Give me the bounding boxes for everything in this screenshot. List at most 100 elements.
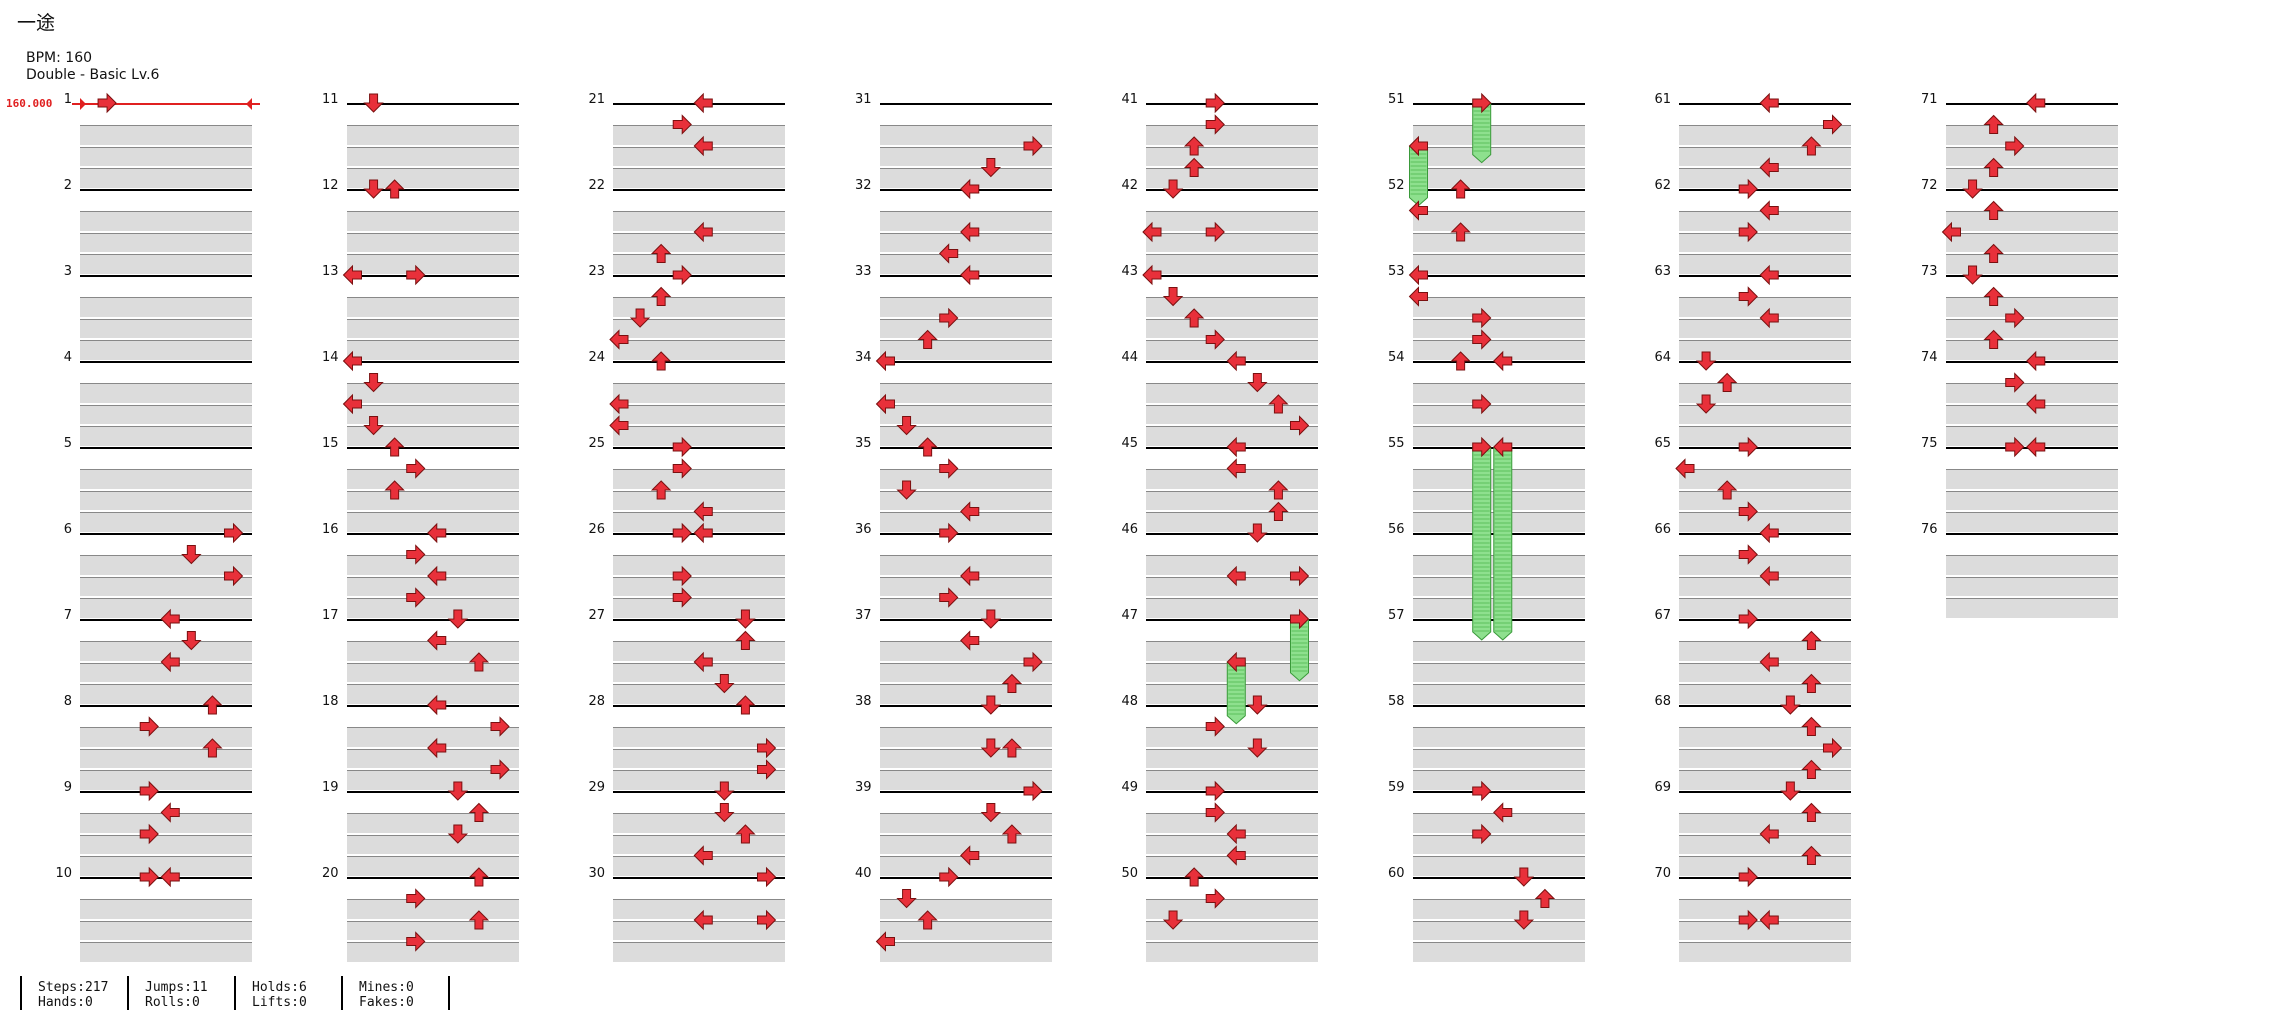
- arrow-right-icon: [1205, 329, 1225, 350]
- measure-number: 24: [588, 350, 605, 365]
- stat-fakes: Fakes:0: [359, 995, 414, 1010]
- measure-line: [1412, 275, 1585, 277]
- measure-number: 3: [63, 264, 72, 279]
- arrow-up-icon: [1534, 888, 1556, 908]
- beat-band: [1412, 856, 1585, 876]
- arrow-left-icon: [427, 522, 447, 544]
- bpm-cap-icon: [246, 98, 252, 110]
- arrow-right-icon: [139, 780, 159, 802]
- measure-number: 34: [854, 350, 872, 365]
- arrow-right-icon: [756, 737, 777, 759]
- beat-band: [1412, 297, 1585, 317]
- measure-line: [613, 275, 785, 277]
- measure-number: 35: [854, 436, 872, 451]
- beat-band: [879, 662, 1052, 682]
- arrow-up-icon: [1450, 351, 1471, 371]
- beat-band: [80, 576, 252, 596]
- measure-line: [613, 361, 785, 363]
- arrow-left-icon: [693, 522, 713, 544]
- measure-line: [1146, 189, 1318, 191]
- stat-rolls: Rolls:0: [145, 995, 200, 1010]
- measure-number: 27: [588, 608, 605, 623]
- beat-band: [346, 297, 519, 317]
- measure-line: [1146, 791, 1318, 793]
- arrow-down-icon: [363, 93, 384, 113]
- arrow-right-icon: [1738, 544, 1758, 565]
- arrow-down-icon: [181, 545, 202, 565]
- arrow-up-icon: [735, 630, 756, 650]
- arrow-up-icon: [650, 480, 672, 500]
- arrow-up-icon: [1801, 845, 1822, 865]
- measure-line: [1679, 361, 1851, 363]
- measure-line: [346, 619, 519, 621]
- arrow-left-icon: [609, 393, 629, 415]
- beat-band: [1146, 813, 1318, 833]
- arrow-left-icon: [427, 630, 447, 651]
- measure-line: [1945, 275, 2118, 277]
- arrow-right-icon: [1738, 178, 1758, 200]
- arrow-left-icon: [1408, 264, 1428, 286]
- arrow-up-icon: [1716, 480, 1738, 500]
- beat-band: [80, 942, 252, 962]
- beat-band: [346, 426, 519, 446]
- beat-band: [613, 254, 785, 274]
- arrow-right-icon: [223, 522, 244, 544]
- measure-line: [1412, 103, 1585, 105]
- beat-band: [1146, 232, 1318, 252]
- beat-band: [1679, 598, 1851, 618]
- measure-line: [80, 791, 252, 793]
- beat-band: [1146, 727, 1318, 747]
- beat-band: [1412, 684, 1585, 704]
- beat-band: [80, 383, 252, 403]
- beat-band: [1945, 576, 2118, 596]
- beat-band: [1945, 426, 2118, 446]
- arrow-left-icon: [960, 221, 980, 243]
- beat-band: [1945, 125, 2118, 145]
- arrow-left-icon: [1759, 157, 1779, 178]
- arrow-down-icon: [1247, 695, 1268, 715]
- measure-number: 20: [321, 866, 339, 881]
- measure-number: 41: [1121, 92, 1138, 107]
- arrow-down-icon: [1695, 351, 1717, 371]
- beat-band: [80, 469, 252, 489]
- measure-number: 63: [1654, 264, 1671, 279]
- measure-number: 19: [321, 780, 339, 795]
- beat-band: [80, 899, 252, 919]
- beat-band: [80, 490, 252, 510]
- beat-band: [1146, 899, 1318, 919]
- arrow-left-icon: [609, 329, 629, 350]
- arrow-left-icon: [160, 802, 180, 823]
- beat-band: [1945, 232, 2118, 252]
- measure-line: [613, 791, 785, 793]
- arrow-left-icon: [427, 565, 447, 587]
- arrow-right-icon: [139, 866, 159, 888]
- beat-band: [80, 598, 252, 618]
- beat-band: [1412, 920, 1585, 940]
- arrow-left-icon: [1408, 200, 1428, 221]
- beat-band: [1679, 426, 1851, 446]
- beat-band: [1146, 168, 1318, 188]
- beat-band: [80, 856, 252, 876]
- arrow-right-icon: [1738, 501, 1758, 522]
- measure-number: 7: [63, 608, 72, 623]
- arrow-up-icon: [1001, 673, 1023, 693]
- measure-number: 67: [1654, 608, 1671, 623]
- beat-band: [879, 598, 1052, 618]
- measure-line: [80, 275, 252, 277]
- arrow-left-icon: [960, 565, 980, 587]
- stats-divider: [20, 976, 22, 1010]
- measure-number: 14: [321, 350, 339, 365]
- measure-number: 58: [1387, 694, 1405, 709]
- measure-number: 17: [321, 608, 339, 623]
- arrow-down-icon: [896, 480, 917, 500]
- beat-band: [613, 576, 785, 596]
- arrow-up-icon: [1801, 759, 1822, 779]
- bpm-text: BPM: 160: [26, 50, 93, 66]
- hold-note: [1493, 446, 1513, 641]
- measure-line: [80, 705, 252, 707]
- arrow-down-icon: [980, 609, 1002, 629]
- arrow-up-icon: [1268, 480, 1289, 500]
- beat-band: [879, 770, 1052, 790]
- arrow-right-icon: [97, 92, 117, 114]
- measure-line: [1945, 533, 2118, 535]
